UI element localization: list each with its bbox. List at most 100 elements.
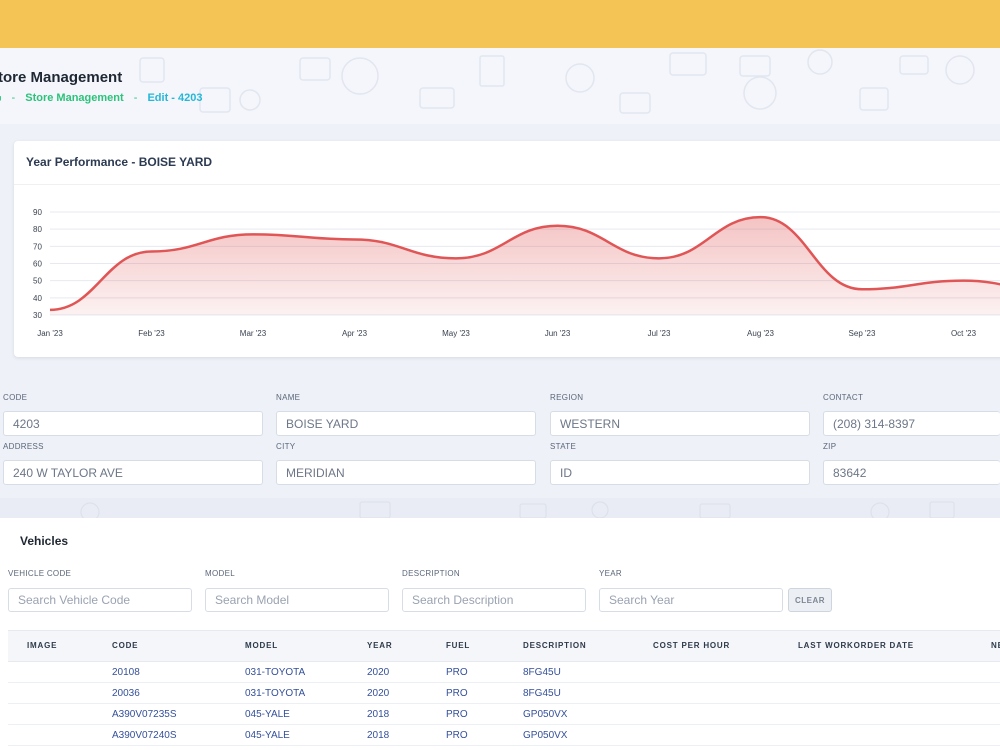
region-field[interactable]: [550, 411, 810, 436]
table-row[interactable]: A390V07240S 045-YALE 2018 PRO GP050VX: [8, 725, 1000, 746]
address-label: ADDRESS: [3, 442, 44, 451]
data-point: [962, 279, 966, 283]
data-point: [759, 215, 763, 219]
background-pattern: [139, 49, 975, 114]
clear-filters-button[interactable]: CLEAR: [788, 588, 832, 612]
x-tick-label: Jun '23: [545, 329, 571, 338]
cell-description: 8FG45U: [523, 667, 561, 678]
cell-year: 2018: [367, 730, 390, 741]
state-field[interactable]: [550, 460, 810, 485]
code-label: CODE: [3, 393, 28, 402]
table-row[interactable]: 20036 031-TOYOTA 2020 PRO 8FG45U: [8, 683, 1000, 704]
y-tick-label: 80: [33, 225, 42, 234]
column-header-next[interactable]: NE: [991, 641, 1000, 650]
vehicle-code-search-input[interactable]: [8, 588, 192, 612]
data-point: [556, 224, 560, 228]
x-tick-label: Feb '23: [138, 329, 165, 338]
x-tick-label: Sep '23: [849, 329, 876, 338]
cell-fuel: PRO: [446, 730, 468, 741]
data-point: [860, 287, 864, 291]
description-search-input[interactable]: [402, 588, 586, 612]
cell-model: 045-YALE: [245, 709, 290, 720]
cell-model: 031-TOYOTA: [245, 688, 306, 699]
breadcrumb-separator: -: [133, 92, 138, 104]
name-label: NAME: [276, 393, 301, 402]
column-header-image[interactable]: IMAGE: [27, 641, 58, 650]
column-header-fuel[interactable]: FUEL: [446, 641, 471, 650]
x-tick-label: Aug '23: [747, 329, 774, 338]
breadcrumb-separator: -: [11, 92, 16, 104]
vehicle-code-filter-label: VEHICLE CODE: [8, 569, 72, 578]
table-header: IMAGE CODE MODEL YEAR FUEL DESCRIPTION C…: [8, 630, 1000, 662]
cell-model: 031-TOYOTA: [245, 667, 306, 678]
cell-description: 8FG45U: [523, 688, 561, 699]
column-header-last-workorder-date[interactable]: LAST WORKORDER DATE: [798, 641, 914, 650]
contact-label: CONTACT: [823, 393, 864, 402]
store-form: CODE NAME REGION CONTACT ADDRESS CITY ST…: [0, 380, 1000, 498]
data-point: [150, 249, 154, 253]
vehicles-title: Vehicles: [20, 534, 69, 548]
section-divider-band: [0, 498, 1000, 518]
y-tick-label: 50: [33, 277, 42, 286]
city-label: CITY: [276, 442, 296, 451]
year-performance-card: Year Performance - BOISE YARD 30 40 50 60 70…: [14, 141, 1000, 357]
column-header-cost-per-hour[interactable]: COST PER HOUR: [653, 641, 731, 650]
data-point: [657, 256, 661, 260]
series-area: [50, 217, 1000, 315]
zip-field[interactable]: [823, 460, 1000, 485]
breadcrumb: ■ - Store Management - Edit - 4203: [0, 92, 202, 104]
cell-description: GP050VX: [523, 709, 568, 720]
column-header-description[interactable]: DESCRIPTION: [523, 641, 587, 650]
cell-year: 2020: [367, 688, 390, 699]
vehicles-section: Vehicles VEHICLE CODE MODEL DESCRIPTION …: [0, 518, 1000, 750]
column-header-model[interactable]: MODEL: [245, 641, 278, 650]
x-tick-label: Apr '23: [342, 329, 368, 338]
data-point: [454, 256, 458, 260]
cell-fuel: PRO: [446, 709, 468, 720]
data-point: [48, 308, 52, 312]
home-icon[interactable]: ■: [0, 93, 1, 103]
data-point: [251, 232, 255, 236]
breadcrumb-store-management[interactable]: Store Management: [25, 92, 124, 104]
model-search-input[interactable]: [205, 588, 389, 612]
y-tick-label: 90: [33, 208, 42, 217]
background-pattern: [80, 501, 955, 518]
page-header: tore Management ■ - Store Management - E…: [0, 48, 1000, 124]
address-field[interactable]: [3, 460, 263, 485]
cell-model: 045-YALE: [245, 730, 290, 741]
code-field[interactable]: [3, 411, 263, 436]
x-tick-label: May '23: [442, 329, 470, 338]
year-search-input[interactable]: [599, 588, 783, 612]
data-point: [353, 237, 357, 241]
year-filter-label: YEAR: [599, 569, 622, 578]
cell-code: 20108: [112, 667, 140, 678]
cell-code: A390V07240S: [112, 730, 177, 741]
contact-field[interactable]: [823, 411, 1000, 436]
y-tick-label: 30: [33, 311, 42, 320]
x-tick-label: Jul '23: [648, 329, 671, 338]
name-field[interactable]: [276, 411, 536, 436]
cell-year: 2018: [367, 709, 390, 720]
cell-fuel: PRO: [446, 688, 468, 699]
card-divider: [14, 184, 1000, 185]
region-label: REGION: [550, 393, 584, 402]
column-header-code[interactable]: CODE: [112, 641, 139, 650]
column-header-year[interactable]: YEAR: [367, 641, 393, 650]
cell-code: 20036: [112, 688, 140, 699]
series-line: [49, 215, 1000, 312]
cell-description: GP050VX: [523, 730, 568, 741]
top-bar: [0, 0, 1000, 48]
x-tick-label: Mar '23: [240, 329, 267, 338]
y-tick-label: 40: [33, 294, 42, 303]
description-filter-label: DESCRIPTION: [402, 569, 460, 578]
y-tick-label: 60: [33, 260, 42, 269]
table-row[interactable]: 20108 031-TOYOTA 2020 PRO 8FG45U: [8, 662, 1000, 683]
city-field[interactable]: [276, 460, 536, 485]
cell-code: A390V07235S: [112, 709, 177, 720]
breadcrumb-current: Edit - 4203: [147, 92, 203, 104]
chart-title: Year Performance - BOISE YARD: [26, 155, 213, 169]
cell-year: 2020: [367, 667, 390, 678]
table-row[interactable]: A390V07235S 045-YALE 2018 PRO GP050VX: [8, 704, 1000, 725]
performance-chart: 30 40 50 60 70 80 90 Jan '23 Feb '23 Mar '23 Apr '…: [33, 208, 1000, 338]
state-label: STATE: [550, 442, 577, 451]
